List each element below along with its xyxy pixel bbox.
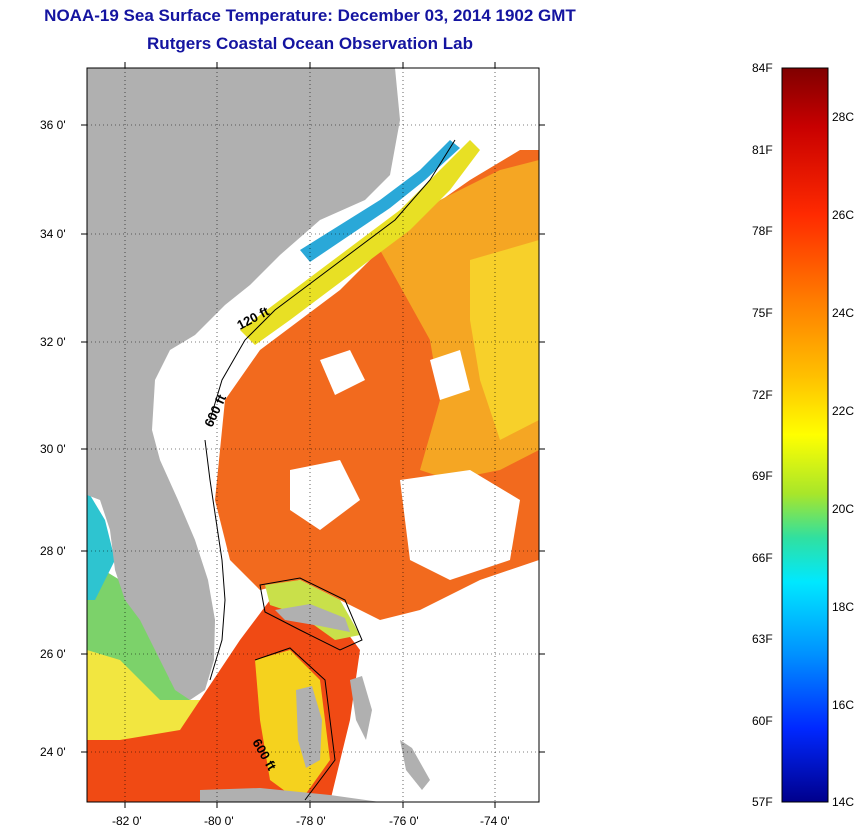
colorbar-label-f: 57F — [752, 795, 773, 809]
lat-label: 28 0' — [40, 544, 66, 558]
colorbar-label-f: 75F — [752, 306, 773, 320]
colorbar-label-f: 81F — [752, 143, 773, 157]
cloud-patch — [400, 470, 520, 580]
colorbar-label-c: 16C — [832, 698, 855, 712]
cloud-patch — [320, 350, 365, 395]
island-andros — [296, 686, 322, 768]
island-long — [400, 740, 430, 790]
colorbar-label-f: 66F — [752, 551, 773, 565]
colorbar-label-c: 18C — [832, 600, 855, 614]
isobath-600ft — [204, 439, 226, 681]
cloud-patch — [290, 460, 360, 530]
colorbar — [781, 67, 829, 803]
nearshore-cold-band — [300, 140, 460, 262]
gulf-nearshore-cyan — [87, 490, 115, 600]
colorbar-label-f: 63F — [752, 632, 773, 646]
lon-label: -82 0' — [112, 814, 142, 828]
lat-label: 36 0' — [40, 118, 66, 132]
colorbar-label-f: 69F — [752, 469, 773, 483]
lon-label: -80 0' — [204, 814, 234, 828]
axis-ticks — [81, 62, 545, 808]
colorbar-label-c: 26C — [832, 208, 855, 222]
colorbar-label-c: 22C — [832, 404, 855, 418]
cloud-patch — [430, 350, 470, 400]
grid-lines — [87, 68, 539, 802]
isobath-120ft — [209, 139, 456, 421]
lon-label: -76 0' — [389, 814, 419, 828]
island-cuba-edge — [200, 788, 380, 802]
lat-label: 26 0' — [40, 647, 66, 661]
isobath-bahamas — [259, 577, 363, 651]
land-southeast-us — [87, 68, 400, 700]
isobath-bank — [254, 647, 336, 801]
outer-yellow-region — [470, 240, 539, 440]
colorbar-label-c: 20C — [832, 502, 855, 516]
lon-label: -78 0' — [296, 814, 326, 828]
lat-label: 30 0' — [40, 442, 66, 456]
island-grand-bahama — [275, 604, 350, 632]
lat-label: 34 0' — [40, 227, 66, 241]
map-frame — [86, 67, 540, 803]
lat-label: 24 0' — [40, 745, 66, 759]
colorbar-label-c: 24C — [832, 306, 855, 320]
colorbar-label-f: 78F — [752, 224, 773, 238]
colorbar-label-f: 60F — [752, 714, 773, 728]
lat-label: 32 0' — [40, 335, 66, 349]
lon-label: -74 0' — [480, 814, 510, 828]
keys-yellow — [87, 650, 200, 740]
colorbar-label-c: 28C — [832, 110, 855, 124]
colorbar-label-f: 72F — [752, 388, 773, 402]
map-subtitle: Rutgers Coastal Ocean Observation Lab — [147, 34, 473, 53]
map-title: NOAA-19 Sea Surface Temperature: Decembe… — [44, 6, 576, 25]
colorbar-label-c: 14C — [832, 795, 855, 809]
colorbar-label-f: 84F — [752, 61, 773, 75]
island-eleuthera — [350, 676, 372, 740]
